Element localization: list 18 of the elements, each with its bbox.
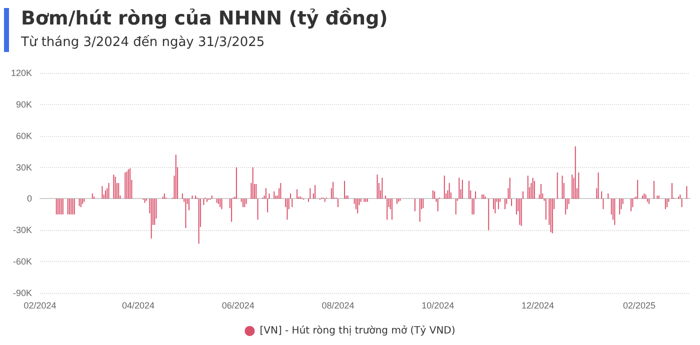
- y-tick-label: -60K: [12, 256, 32, 267]
- chart-title: Bơm/hút ròng của NHNN (tỷ đồng): [21, 8, 388, 30]
- y-tick-label: -30K: [12, 225, 32, 236]
- x-tick-label: 12/2024: [521, 300, 554, 310]
- chart-subtitle: Từ tháng 3/2024 đến ngày 31/3/2025: [20, 35, 265, 50]
- y-tick-label: 0: [26, 194, 32, 204]
- y-tick-label: 30K: [16, 162, 32, 172]
- y-tick-label: 90K: [16, 99, 32, 110]
- x-tick-label: 02/2025: [622, 300, 656, 310]
- x-tick-label: 02/2024: [24, 300, 56, 310]
- x-tick-label: 06/2024: [222, 300, 254, 310]
- x-tick-label: 04/2024: [122, 300, 155, 310]
- legend-label: [VN] - Hút ròng thị trường mở (Tỷ VND): [260, 324, 456, 336]
- y-tick-label: 60K: [16, 130, 32, 141]
- x-tick-label: 10/2024: [422, 300, 454, 310]
- x-tick-label: 08/2024: [322, 300, 354, 310]
- y-tick-label: -90K: [12, 288, 32, 298]
- y-tick-label: 120K: [10, 68, 32, 78]
